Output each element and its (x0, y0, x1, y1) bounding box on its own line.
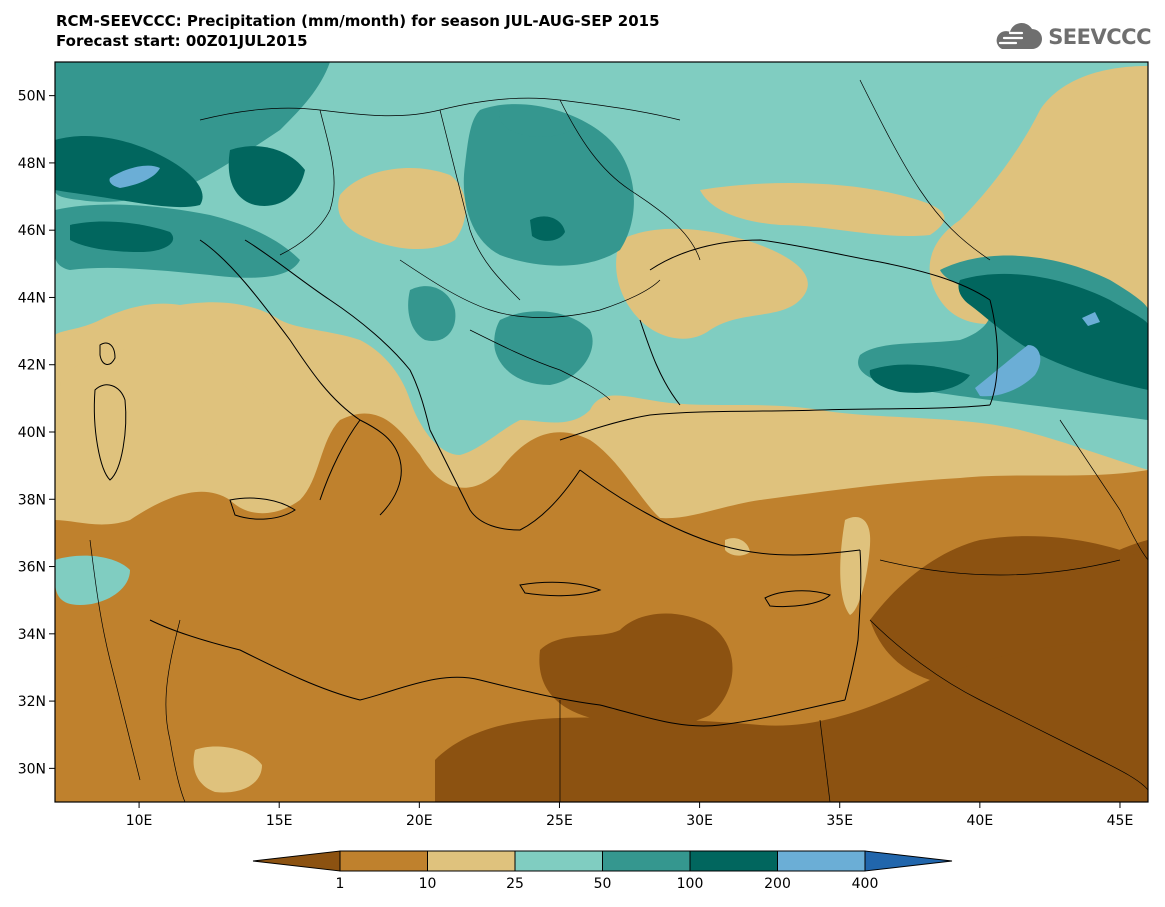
field-dry-black-sea (616, 228, 808, 339)
colorbar-high-arrow (864, 850, 953, 872)
lat-tick-label: 40N (18, 425, 46, 441)
crete-outline (519, 581, 602, 597)
border-jordan-saudi (869, 619, 1148, 791)
corsica-outline (99, 342, 116, 365)
field-dry-sardinia (60, 349, 220, 474)
field-100-200-poland (499, 105, 580, 137)
precipitation-field (55, 62, 1148, 802)
cloud-icon (996, 23, 1043, 49)
border-turkey-syria (879, 559, 1121, 576)
cyprus-outline (764, 590, 831, 608)
field-25-50-cyprus-n (725, 538, 750, 556)
field-lt1-egypt-arabia (435, 540, 1148, 802)
lon-tick-label: 35E (826, 813, 853, 829)
colorbar-tick-label: 10 (419, 876, 437, 892)
colorbar-tick-label: 25 (506, 876, 524, 892)
field-dry-russia (1009, 66, 1148, 250)
field-400-caucasus (975, 345, 1041, 397)
levant-coast (844, 549, 862, 701)
colorbar-tick-label: 400 (852, 876, 879, 892)
turkey-south-coast (579, 469, 861, 556)
border-balkans-2 (469, 329, 611, 401)
colorbar: 1 10 25 50 100 200 400 (252, 850, 953, 892)
border-central-europe-2 (279, 109, 335, 256)
lat-tick-label: 44N (18, 290, 46, 306)
colorbar-segment (339, 850, 428, 872)
border-tunisia-libya (165, 619, 186, 802)
lon-tick-label: 25E (546, 813, 573, 829)
colorbar-segment (514, 850, 603, 872)
lat-tick-label: 50N (18, 89, 46, 105)
italy-coastline (199, 239, 402, 516)
field-100-200-carpathians (463, 104, 634, 266)
black-sea-north-coast (649, 239, 991, 301)
lon-tick-label: 45E (1107, 813, 1134, 829)
forecast-start-label: Forecast start: 00Z01JUL2015 (56, 32, 308, 50)
field-100-200-serbia (408, 286, 456, 341)
country-borders (89, 79, 1148, 802)
field-200-400-po-valley (70, 221, 174, 252)
border-balkans-1 (399, 259, 661, 318)
lat-tick-label: 46N (18, 223, 46, 239)
lat-tick-label: 30N (18, 761, 46, 777)
field-lt1-syria (870, 536, 1148, 680)
lat-tick-label: 36N (18, 560, 46, 576)
colorbar-segment (777, 850, 866, 872)
coastlines-and-borders (93, 239, 998, 727)
colorbar-tick-label: 100 (677, 876, 704, 892)
border-egypt-sudan (819, 719, 831, 802)
adriatic-east-coast (244, 239, 431, 431)
lat-tick-label: 34N (18, 627, 46, 643)
sicily-outline (229, 497, 296, 520)
turkey-north-coast (559, 404, 991, 441)
seevccc-logo: SEEVCCC (990, 22, 1151, 52)
field-lt1-libya-sea (539, 613, 733, 727)
colorbar-tick-label: 200 (764, 876, 791, 892)
field-400-dagestan (1082, 312, 1100, 326)
colorbar-segment (427, 850, 516, 872)
longitude-axis: 10E 15E 20E 25E 30E 35E 40E 45E (126, 802, 1134, 829)
field-100-200-bulgaria (494, 311, 593, 385)
sardinia-outline (93, 384, 127, 481)
field-200-400-georgia (958, 273, 1148, 390)
field-25-50-libya-desert (193, 746, 262, 793)
lat-tick-label: 48N (18, 156, 46, 172)
lat-tick-label: 42N (18, 358, 46, 374)
field-25-50-levant (840, 517, 871, 615)
border-turkey-iran (1059, 419, 1148, 561)
lon-tick-label: 30E (686, 813, 713, 829)
border-ukraine-russia (859, 79, 991, 261)
lon-tick-label: 15E (266, 813, 293, 829)
logo-text: SEEVCCC (1048, 25, 1151, 49)
colorbar-segment (602, 850, 691, 872)
field-dry-italy (200, 326, 334, 424)
field-dry-ukraine (700, 183, 945, 237)
black-sea-east-coast (989, 299, 998, 406)
border-central-europe-4 (559, 99, 701, 261)
field-dry-hungary (338, 167, 466, 250)
colorbar-segment (689, 850, 778, 872)
black-sea-west-coast (639, 319, 681, 406)
lat-tick-label: 32N (18, 694, 46, 710)
north-africa-coast (149, 619, 846, 727)
field-50-100-algeria (55, 555, 130, 605)
field-400-alps (109, 165, 160, 188)
lon-tick-label: 20E (406, 813, 433, 829)
border-algeria-tunisia (89, 539, 141, 781)
lat-tick-label: 38N (18, 492, 46, 508)
lon-tick-label: 10E (126, 813, 153, 829)
colorbar-tick-label: 50 (594, 876, 612, 892)
colorbar-tick-label: 1 (336, 876, 345, 892)
border-central-europe-3 (439, 109, 521, 301)
field-200-400-turkey-ne (869, 364, 970, 393)
latitude-axis: 50N 48N 46N 44N 42N 40N 38N 36N 34N 32N 30N (18, 89, 55, 777)
field-200-400-romania (530, 216, 565, 241)
map-title: RCM-SEEVCCC: Precipitation (mm/month) fo… (56, 12, 660, 30)
greece-coastline (429, 429, 581, 531)
field-200-400-alps-east (228, 146, 305, 206)
colorbar-low-arrow (252, 850, 341, 872)
lon-tick-label: 40E (967, 813, 994, 829)
